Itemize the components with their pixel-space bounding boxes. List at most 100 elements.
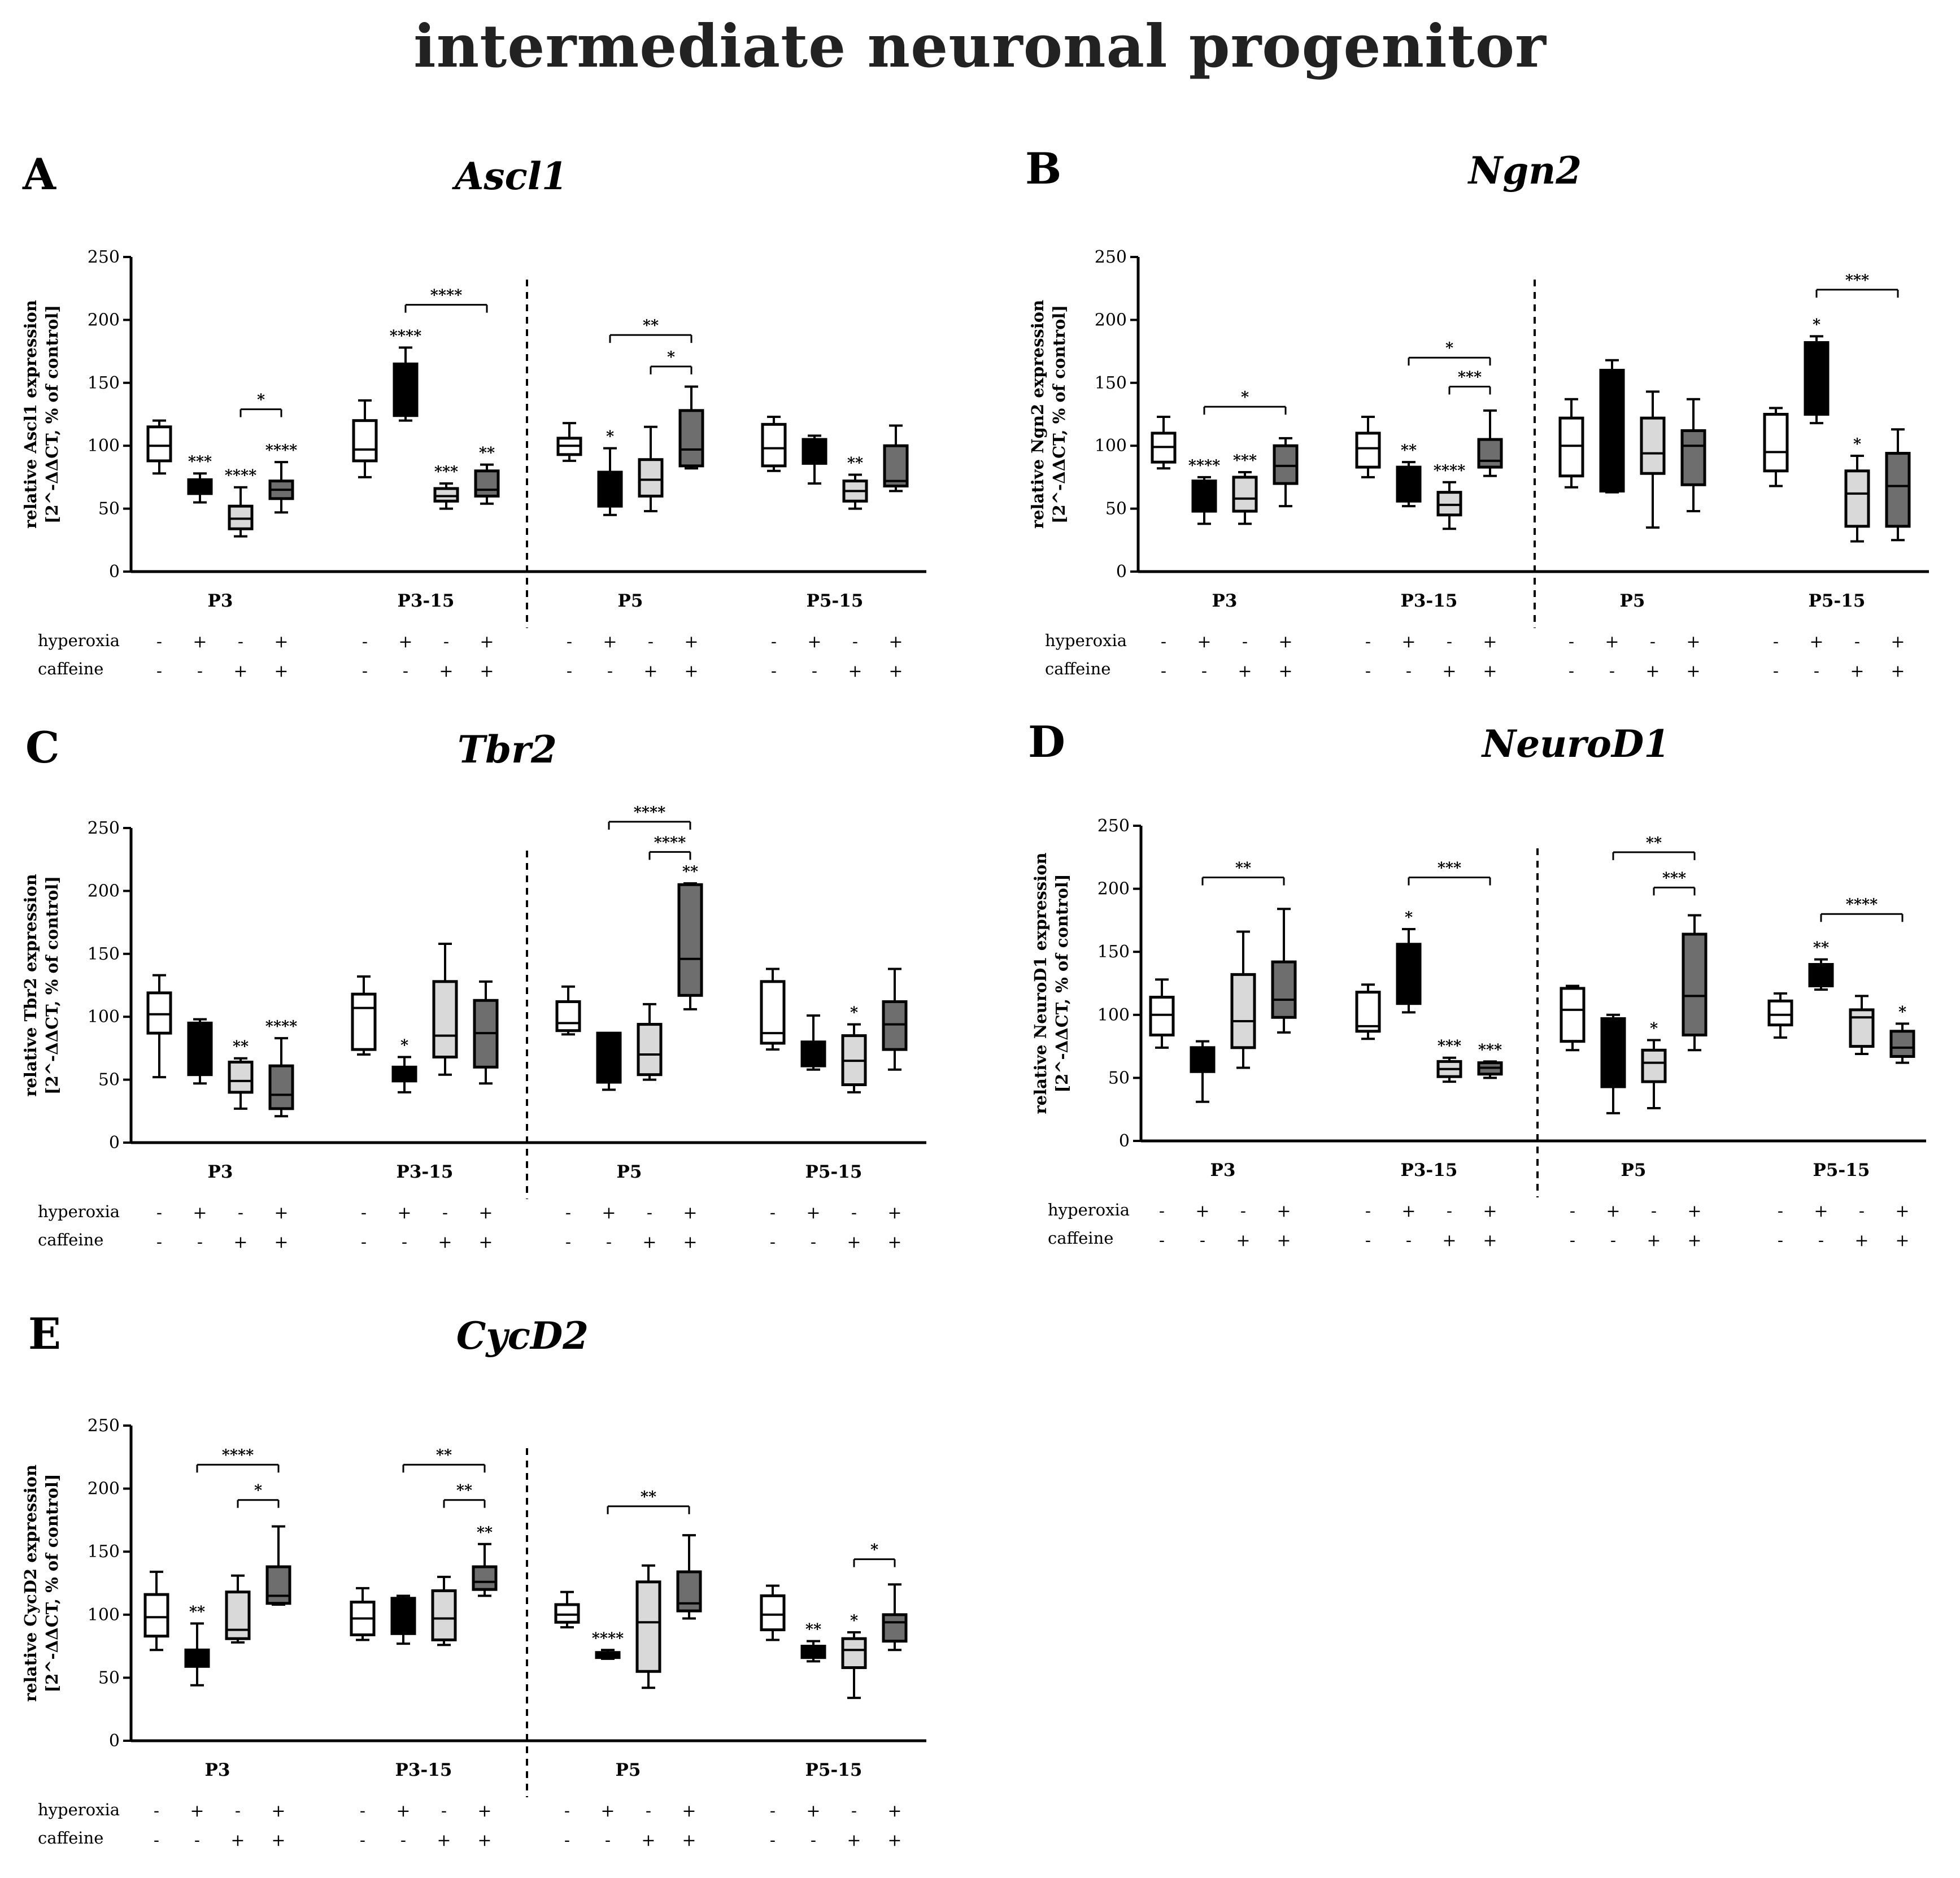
bracket-label: **** [430, 287, 462, 304]
box-hyperoxia-caffeine [1680, 398, 1706, 513]
caffeine-sign: + [1236, 1231, 1250, 1250]
hyperoxia-sign: - [1159, 1201, 1165, 1221]
hyperoxia-sign: + [1809, 632, 1823, 652]
hyperoxia-sign: - [1651, 1201, 1657, 1221]
group-label: P5-15 [1809, 591, 1866, 611]
significance-mark: *** [188, 453, 212, 470]
row-label-caffeine: caffeine [1048, 1228, 1113, 1248]
caffeine-sign: - [564, 1831, 570, 1850]
y-tick-label: 150 [88, 1542, 120, 1562]
y-tick-label: 0 [1116, 562, 1127, 582]
significance-mark: ** [1813, 939, 1829, 957]
box-hyperoxia [393, 346, 419, 422]
caffeine-sign: + [1647, 1231, 1661, 1250]
hyperoxia-sign: - [771, 632, 777, 652]
box-body [225, 1591, 251, 1640]
hyperoxia-sign: - [1859, 1201, 1865, 1221]
box-hyperoxia [596, 1031, 622, 1091]
hyperoxia-sign: + [887, 1801, 901, 1821]
caffeine-sign: - [156, 1232, 162, 1252]
box-body [1641, 1048, 1667, 1083]
y-tick-label: 100 [88, 1007, 120, 1027]
box-hyperoxia-caffeine [1889, 1022, 1915, 1064]
caffeine-sign: + [684, 661, 698, 681]
hyperoxia-sign: + [1895, 1201, 1909, 1221]
significance-mark: * [400, 1036, 408, 1054]
hyperoxia-sign: + [1605, 632, 1619, 652]
hyperoxia-sign: + [1277, 1201, 1291, 1221]
panel-label: B [1025, 143, 1061, 194]
hyperoxia-sign: + [1686, 632, 1700, 652]
comparison-bracket: *** [1408, 860, 1491, 886]
y-tick-label: 0 [109, 1133, 120, 1153]
row-label-hyperoxia: hyperoxia [38, 1202, 120, 1221]
box-hyperoxia-caffeine [882, 968, 908, 1071]
caffeine-sign: + [847, 1232, 861, 1252]
significance-mark: **** [1434, 462, 1465, 480]
box-hyperoxia [1396, 928, 1422, 1014]
box-body [1355, 991, 1381, 1033]
caffeine-sign: + [1442, 661, 1456, 681]
y-axis-label-units: [2^-ΔΔCT, % of control] [42, 305, 62, 524]
hyperoxia-sign: - [567, 632, 572, 652]
hyperoxia-sign: - [441, 1801, 447, 1821]
hyperoxia-sign: + [398, 632, 412, 652]
box-body [146, 991, 172, 1035]
box-body [1640, 416, 1666, 475]
caffeine-sign: + [641, 1831, 655, 1850]
hyperoxia-sign: - [156, 1203, 162, 1223]
hyperoxia-sign: + [190, 1801, 204, 1821]
caffeine-sign: - [1406, 1231, 1412, 1250]
box-control [761, 415, 787, 472]
box-body [1271, 960, 1297, 1019]
y-tick-label: 250 [88, 818, 120, 838]
significance-mark: * [1650, 1019, 1658, 1037]
hyperoxia-sign: - [1240, 1201, 1246, 1221]
caffeine-sign: + [847, 1831, 861, 1850]
significance-mark: * [1898, 1003, 1906, 1021]
panel-label: D [1028, 717, 1065, 767]
panel-label: A [22, 149, 56, 199]
box-body [352, 419, 378, 463]
hyperoxia-sign: - [1447, 1201, 1452, 1221]
hyperoxia-sign: + [1401, 1201, 1415, 1221]
significance-mark: **** [265, 1018, 297, 1035]
box-caffeine [1230, 930, 1256, 1069]
hyperoxia-sign: - [1569, 632, 1574, 652]
panel-title: CycD2 [456, 1314, 589, 1358]
box-hyperoxia [187, 472, 213, 504]
bracket-label: * [667, 348, 675, 366]
box-control [556, 422, 582, 462]
group-p3-15: P3-15 - - + - **** - + *** + + ** [352, 327, 500, 681]
caffeine-sign: + [438, 1232, 452, 1252]
box-body [1355, 432, 1381, 469]
significance-mark: *** [1438, 1038, 1461, 1055]
hyperoxia-sign: - [1161, 632, 1166, 652]
box-caffeine [1844, 455, 1870, 543]
box-body [1849, 1008, 1875, 1048]
hyperoxia-sign: - [154, 1801, 159, 1821]
box-body [1477, 438, 1503, 469]
hyperoxia-sign: - [770, 1203, 776, 1223]
group-p5-15: P5-15 - - + - ** - + * + + [760, 1583, 908, 1850]
caffeine-sign: - [567, 661, 572, 681]
box-body [228, 504, 254, 530]
y-tick-label: 250 [88, 247, 120, 267]
group-p3-15: P3-15 - - + - * - + *** + + *** [1355, 909, 1503, 1250]
caffeine-sign: + [439, 661, 453, 681]
significance-mark: **** [225, 467, 256, 485]
box-caffeine [228, 1057, 254, 1110]
box-caffeine [228, 486, 254, 538]
caffeine-sign: + [683, 1232, 697, 1252]
hyperoxia-sign: - [238, 632, 243, 652]
group-p3: P3 - - + - ** - + + + [143, 1525, 291, 1850]
box-caffeine [841, 1023, 867, 1093]
box-body [1682, 933, 1708, 1037]
comparison-bracket: **** [404, 287, 488, 313]
bracket-label: ** [1646, 834, 1662, 852]
box-body [268, 1064, 294, 1110]
caffeine-sign: + [1278, 661, 1292, 681]
hyperoxia-sign: + [1891, 632, 1905, 652]
group-p5: P5 - - + - **** - + + + [554, 1534, 702, 1850]
